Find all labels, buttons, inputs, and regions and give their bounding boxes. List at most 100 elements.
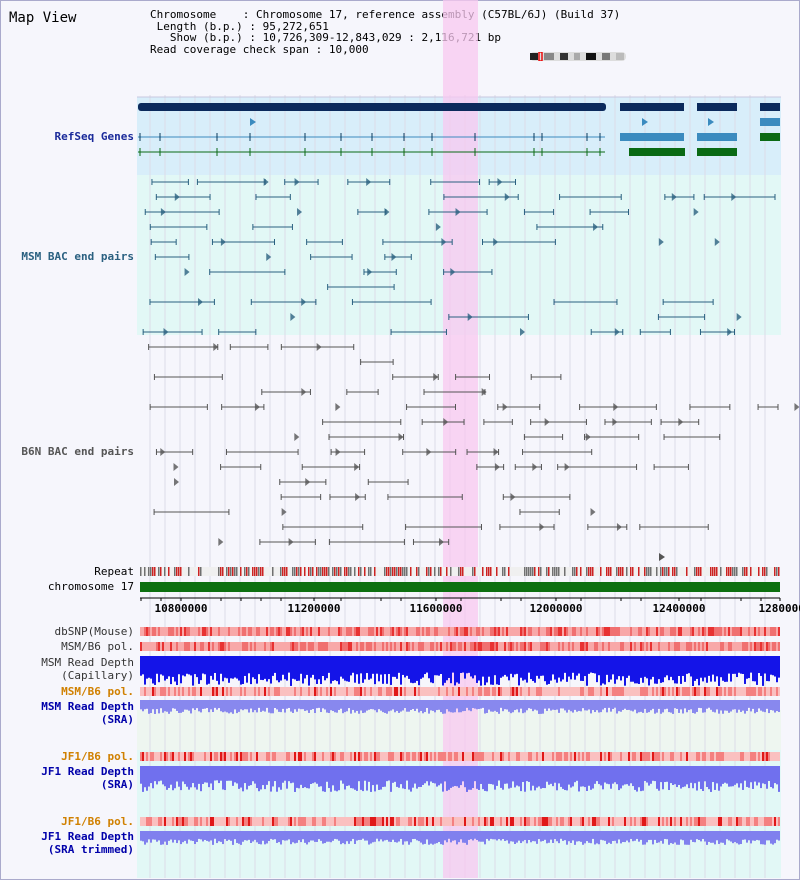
bac-end-marker: [441, 238, 447, 246]
msm-read-depth-sra-label[interactable]: MSM Read Depth (SRA): [41, 700, 134, 726]
gene-bar: [697, 133, 737, 141]
bac-end-marker: [391, 253, 397, 261]
gene-marker: [708, 118, 714, 126]
gene-bar: [629, 148, 685, 156]
axis-tick-label: 12400000: [652, 602, 706, 615]
msm-read-depth-cap-label[interactable]: MSM Read Depth (Capillary): [41, 656, 134, 682]
bac-end-marker: [544, 418, 550, 426]
msm-b6-pol-1-label[interactable]: MSM/B6 pol.: [61, 640, 134, 653]
bac-end-marker: [218, 538, 224, 546]
length-label: Length (b.p.): [156, 19, 243, 33]
axis-tick-label: 10800000: [154, 602, 208, 615]
bac-end-marker: [173, 463, 179, 471]
bac-end-marker: [450, 268, 456, 276]
refseq-genes-label[interactable]: RefSeq Genes: [54, 130, 134, 143]
chromosome-ideogram[interactable]: [530, 52, 626, 61]
bac-end-marker: [593, 223, 599, 231]
bac-end-marker: [616, 523, 622, 531]
coverage-value: 10,000: [328, 42, 369, 56]
bac-end-marker: [613, 403, 619, 411]
bac-end-marker: [658, 238, 664, 246]
b6n-bac-label[interactable]: B6N BAC end pairs: [21, 445, 134, 458]
bac-end-marker: [714, 238, 720, 246]
gene-bar: [697, 148, 737, 156]
gene-bar: [138, 103, 606, 111]
bac-end-marker: [301, 298, 307, 306]
bac-end-marker: [727, 328, 733, 336]
bac-end-marker: [731, 193, 737, 201]
repeat-label[interactable]: Repeat: [94, 565, 134, 578]
bac-end-marker: [354, 463, 360, 471]
bac-end-marker: [288, 538, 294, 546]
bac-end-marker: [355, 493, 361, 501]
bac-end-marker: [335, 448, 341, 456]
axis-tick-label: 11200000: [287, 602, 341, 615]
bac-end-marker: [678, 418, 684, 426]
bac-end-marker: [455, 208, 461, 216]
bac-end-marker: [305, 478, 311, 486]
chromosome-track-label[interactable]: chromosome 17: [47, 580, 134, 593]
bac-end-marker: [493, 238, 499, 246]
bac-end-marker: [335, 403, 341, 411]
bac-end-marker: [160, 208, 166, 216]
bac-end-marker: [174, 478, 180, 486]
gene-bar: [620, 103, 684, 111]
bac-end-marker: [281, 508, 287, 516]
bac-end-marker: [254, 403, 260, 411]
bac-end-marker: [263, 178, 269, 186]
msm-b6-pol-2-label[interactable]: MSM/B6 pol.: [61, 685, 134, 698]
gene-bar: [620, 133, 684, 141]
jf1-read-depth-trimmed-label[interactable]: JF1 Read Depth (SRA trimmed): [41, 830, 134, 856]
jf1-b6-pol-1-label[interactable]: JF1/B6 pol.: [61, 750, 134, 763]
bac-end-marker: [398, 433, 404, 441]
gene-bar: [760, 118, 780, 126]
bac-end-marker: [481, 388, 487, 396]
ideogram-position-marker: [538, 52, 543, 61]
bac-end-marker: [426, 448, 432, 456]
length-value: 95,272,651: [262, 19, 329, 33]
bac-end-marker: [301, 388, 307, 396]
bac-end-marker: [585, 433, 591, 441]
show-label: Show (b.p.): [169, 31, 243, 45]
bac-end-marker: [366, 178, 372, 186]
bac-end-marker: [736, 313, 742, 321]
bac-end-marker: [612, 418, 618, 426]
bac-end-marker: [290, 313, 296, 321]
axis-tick-label: 11600000: [409, 602, 463, 615]
bac-end-marker: [174, 193, 180, 201]
chromosome-label: Chromosome: [150, 8, 217, 21]
bac-end-marker: [433, 373, 439, 381]
bac-end-marker: [266, 253, 272, 261]
bac-end-marker: [659, 553, 665, 561]
bac-end-marker: [510, 493, 516, 501]
jf1-read-depth-sra-label[interactable]: JF1 Read Depth (SRA): [41, 765, 134, 791]
bac-end-marker: [614, 328, 620, 336]
bac-end-marker: [564, 463, 570, 471]
bac-end-marker: [539, 523, 545, 531]
dbsnp-label[interactable]: dbSNP(Mouse): [54, 625, 134, 638]
bac-end-marker: [184, 268, 190, 276]
axis-tick-label: 12800000: [758, 602, 800, 615]
bac-end-marker: [438, 538, 444, 546]
gene-marker: [642, 118, 648, 126]
bac-end-marker: [532, 463, 538, 471]
bac-end-marker: [590, 508, 596, 516]
msm-bac-label[interactable]: MSM BAC end pairs: [21, 250, 134, 263]
gene-marker: [250, 118, 256, 126]
bac-end-marker: [294, 433, 300, 441]
gene-bar: [760, 133, 780, 141]
bac-end-marker: [519, 328, 525, 336]
chromosome-bar: [140, 582, 780, 592]
coverage-label: Read coverage check span: [150, 42, 309, 56]
jf1-b6-pol-2-label[interactable]: JF1/B6 pol.: [61, 815, 134, 828]
gene-bar: [697, 103, 737, 111]
bac-end-marker: [384, 208, 390, 216]
bac-end-marker: [504, 193, 510, 201]
bac-end-marker: [297, 208, 303, 216]
bac-end-marker: [213, 343, 219, 351]
axis-tick-label: 12000000: [529, 602, 583, 615]
bac-end-marker: [294, 178, 300, 186]
bac-end-marker: [494, 463, 500, 471]
bac-end-marker: [497, 178, 503, 186]
